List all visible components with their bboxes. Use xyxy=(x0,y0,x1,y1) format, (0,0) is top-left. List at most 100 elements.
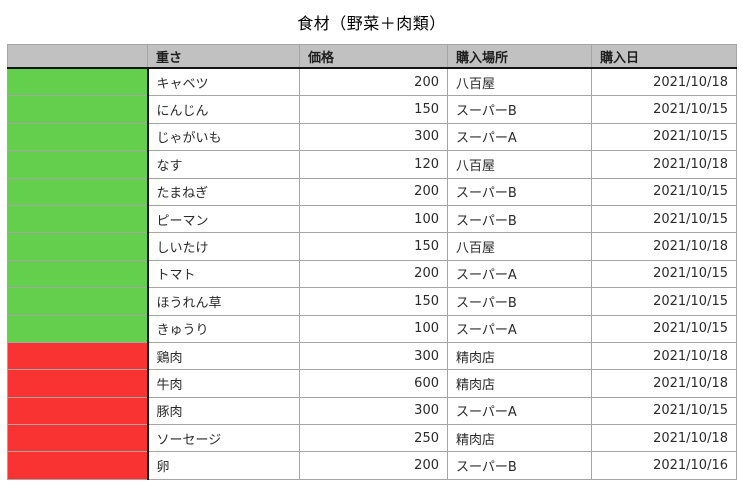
header-cell-place: 購入場所 xyxy=(447,44,592,69)
table-row: なす 120 八百屋 2021/10/18 xyxy=(7,150,737,179)
place-cell: スーパーA xyxy=(447,259,592,289)
table-row: キャベツ 200 八百屋 2021/10/18 xyxy=(7,67,737,97)
place-cell: 八百屋 xyxy=(447,150,592,179)
category-color-cell-vegetable xyxy=(7,67,149,97)
table-row: ほうれん草 150 スーパーB 2021/10/15 xyxy=(7,287,737,316)
category-color-cell-meat xyxy=(7,341,149,371)
header-cell-weight: 重さ xyxy=(147,44,300,69)
page-title: 食材（野菜＋肉類） xyxy=(297,14,446,33)
category-color-cell-meat xyxy=(7,424,149,453)
item-name-cell: ほうれん草 xyxy=(147,287,300,316)
category-color-cell-vegetable xyxy=(7,259,149,289)
table-row: じゃがいも 300 スーパーA 2021/10/15 xyxy=(7,122,737,152)
date-cell: 2021/10/18 xyxy=(591,341,737,371)
ingredients-table: 重さ 価格 購入場所 購入日 キャベツ 200 八百屋 2021/10/18 に… xyxy=(7,44,737,480)
place-cell: スーパーB xyxy=(447,204,592,234)
price-cell: 200 xyxy=(299,177,448,206)
date-cell: 2021/10/18 xyxy=(591,232,737,261)
date-cell: 2021/10/15 xyxy=(591,122,737,152)
category-color-cell-vegetable xyxy=(7,150,149,179)
table-row: 鶏肉 300 精肉店 2021/10/18 xyxy=(7,341,737,371)
item-name-cell: 卵 xyxy=(147,451,300,480)
place-cell: 精肉店 xyxy=(447,424,592,453)
category-color-cell-vegetable xyxy=(7,287,149,316)
item-name-cell: しいたけ xyxy=(147,232,300,261)
price-cell: 150 xyxy=(299,232,448,261)
date-cell: 2021/10/18 xyxy=(591,150,737,179)
place-cell: スーパーA xyxy=(447,396,592,426)
table-row: たまねぎ 200 スーパーB 2021/10/15 xyxy=(7,177,737,206)
date-cell: 2021/10/15 xyxy=(591,396,737,426)
table-row: 豚肉 300 スーパーA 2021/10/15 xyxy=(7,396,737,426)
price-cell: 200 xyxy=(299,67,448,97)
place-cell: スーパーB xyxy=(447,95,592,124)
category-color-cell-meat xyxy=(7,369,149,398)
category-color-cell-vegetable xyxy=(7,314,149,343)
price-cell: 120 xyxy=(299,150,448,179)
date-cell: 2021/10/18 xyxy=(591,369,737,398)
category-color-cell-vegetable xyxy=(7,232,149,261)
date-cell: 2021/10/18 xyxy=(591,67,737,97)
place-cell: 八百屋 xyxy=(447,67,592,97)
item-name-cell: ソーセージ xyxy=(147,424,300,453)
date-cell: 2021/10/15 xyxy=(591,95,737,124)
table-row: しいたけ 150 八百屋 2021/10/18 xyxy=(7,232,737,261)
item-name-cell: じゃがいも xyxy=(147,122,300,152)
header-cell-price: 価格 xyxy=(299,44,448,69)
price-cell: 150 xyxy=(299,95,448,124)
item-name-cell: キャベツ xyxy=(147,67,300,97)
table-row: トマト 200 スーパーA 2021/10/15 xyxy=(7,259,737,289)
place-cell: 八百屋 xyxy=(447,232,592,261)
item-name-cell: 牛肉 xyxy=(147,369,300,398)
table-row: 卵 200 スーパーB 2021/10/16 xyxy=(7,451,737,480)
price-cell: 100 xyxy=(299,314,448,343)
table-row: きゅうり 100 スーパーA 2021/10/15 xyxy=(7,314,737,343)
price-cell: 200 xyxy=(299,451,448,480)
header-cell-category xyxy=(7,44,148,69)
category-color-cell-vegetable xyxy=(7,177,149,206)
place-cell: スーパーB xyxy=(447,177,592,206)
date-cell: 2021/10/16 xyxy=(591,451,737,480)
place-cell: スーパーA xyxy=(447,314,592,343)
item-name-cell: 豚肉 xyxy=(147,396,300,426)
item-name-cell: 鶏肉 xyxy=(147,341,300,371)
date-cell: 2021/10/15 xyxy=(591,177,737,206)
price-cell: 300 xyxy=(299,341,448,371)
price-cell: 300 xyxy=(299,122,448,152)
item-name-cell: ピーマン xyxy=(147,204,300,234)
item-name-cell: たまねぎ xyxy=(147,177,300,206)
category-color-cell-vegetable xyxy=(7,204,149,234)
item-name-cell: なす xyxy=(147,150,300,179)
table-row: ピーマン 100 スーパーB 2021/10/15 xyxy=(7,204,737,234)
item-name-cell: きゅうり xyxy=(147,314,300,343)
table-row: にんじん 150 スーパーB 2021/10/15 xyxy=(7,95,737,124)
header-cell-date: 購入日 xyxy=(591,44,737,69)
place-cell: スーパーB xyxy=(447,287,592,316)
date-cell: 2021/10/18 xyxy=(591,424,737,453)
table-row: 牛肉 600 精肉店 2021/10/18 xyxy=(7,369,737,398)
place-cell: 精肉店 xyxy=(447,369,592,398)
table-header: 重さ 価格 購入場所 購入日 xyxy=(7,44,737,69)
item-name-cell: にんじん xyxy=(147,95,300,124)
price-cell: 600 xyxy=(299,369,448,398)
category-color-cell-vegetable xyxy=(7,122,149,152)
price-cell: 150 xyxy=(299,287,448,316)
price-cell: 250 xyxy=(299,424,448,453)
date-cell: 2021/10/15 xyxy=(591,259,737,289)
date-cell: 2021/10/15 xyxy=(591,314,737,343)
price-cell: 200 xyxy=(299,259,448,289)
price-cell: 300 xyxy=(299,396,448,426)
date-cell: 2021/10/15 xyxy=(591,204,737,234)
category-color-cell-meat xyxy=(7,451,149,480)
place-cell: スーパーA xyxy=(447,122,592,152)
table-row: ソーセージ 250 精肉店 2021/10/18 xyxy=(7,424,737,453)
place-cell: スーパーB xyxy=(447,451,592,480)
place-cell: 精肉店 xyxy=(447,341,592,371)
date-cell: 2021/10/15 xyxy=(591,287,737,316)
category-color-cell-vegetable xyxy=(7,95,149,124)
category-color-cell-meat xyxy=(7,396,149,426)
table-body: キャベツ 200 八百屋 2021/10/18 にんじん 150 スーパーB 2… xyxy=(7,67,737,480)
price-cell: 100 xyxy=(299,204,448,234)
header-row: 重さ 価格 購入場所 購入日 xyxy=(7,44,737,69)
item-name-cell: トマト xyxy=(147,259,300,289)
